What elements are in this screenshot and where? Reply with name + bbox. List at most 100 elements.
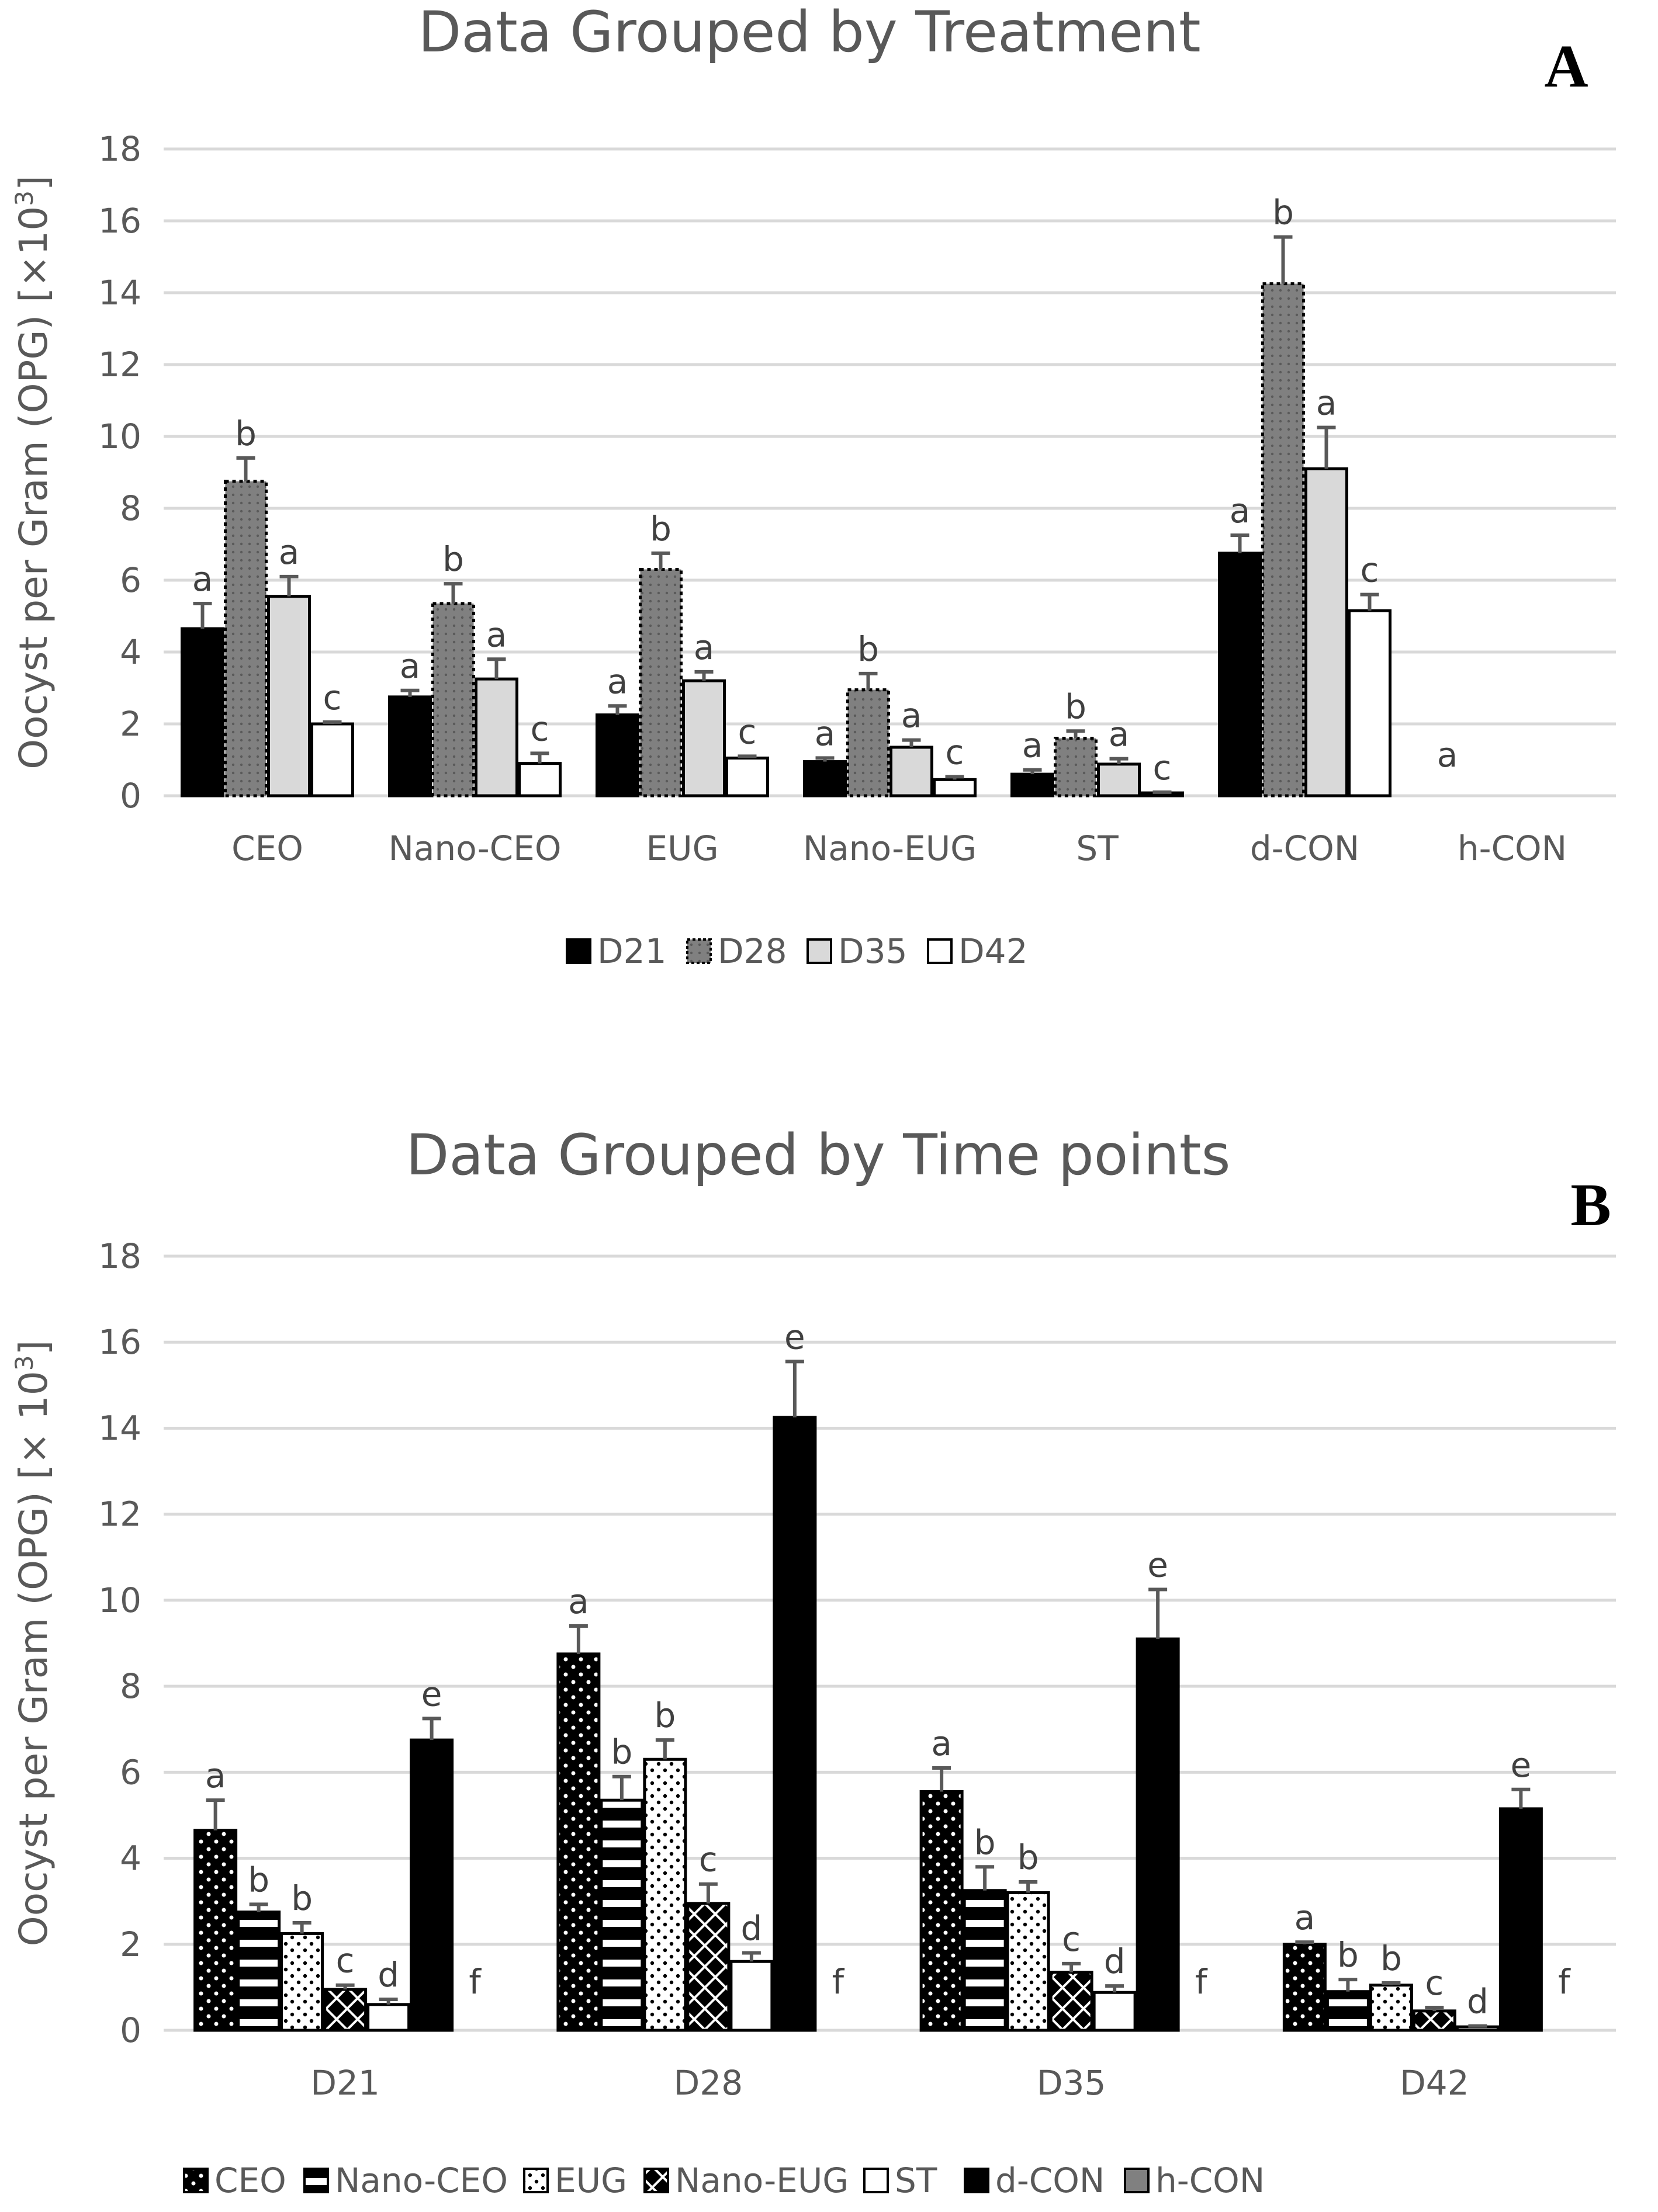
bar (193, 1829, 238, 2032)
bar (1218, 552, 1262, 798)
bar (1136, 1637, 1180, 2032)
significance-letter: a (1316, 383, 1337, 423)
significance-letter: a (279, 532, 300, 572)
significance-letter: c (699, 1840, 718, 1880)
bar (1010, 772, 1054, 798)
bar (431, 602, 475, 798)
bar (963, 1889, 1007, 2032)
bar (388, 695, 432, 798)
legend-label: D35 (838, 931, 907, 971)
y-axis-label: Oocyst per Gram (OPG) [×103] (10, 175, 57, 769)
significance-letter: c (323, 678, 342, 717)
significance-letter: a (1294, 1898, 1316, 1937)
bar (725, 756, 769, 798)
significance-letter: b (442, 539, 464, 579)
legend-swatch (183, 2168, 209, 2193)
significance-letter: a (568, 1582, 589, 1621)
y-tick-label: 6 (120, 1752, 141, 1792)
significance-letter: a (1230, 491, 1251, 531)
bar (323, 1988, 368, 2032)
bar (1412, 2009, 1456, 2032)
significance-letter: b (857, 629, 879, 669)
bar (310, 722, 354, 798)
y-tick-label: 14 (98, 1408, 141, 1448)
significance-letter: a (901, 696, 922, 736)
y-tick-label: 0 (120, 776, 141, 816)
significance-letter: a (192, 559, 213, 599)
legend-label: Nano-EUG (675, 2161, 849, 2200)
significance-letter: a (205, 1756, 226, 1795)
legend-label: D21 (597, 931, 666, 971)
significance-letter: a (400, 646, 421, 686)
significance-letter: a (694, 627, 715, 667)
bar (729, 1960, 774, 2032)
x-tick-label: ST (1076, 828, 1119, 868)
y-tick-label: 16 (98, 201, 141, 241)
legend: CEO Nano-CEO EUG Nano-EUG ST d-CON h-CON (183, 2161, 1265, 2200)
bar (1054, 737, 1098, 798)
significance-letter: c (1153, 748, 1172, 788)
x-tick-label: D35 (1037, 2063, 1106, 2103)
significance-letter: e (421, 1674, 442, 1714)
significance-letter: c (946, 732, 964, 772)
legend-label: EUG (555, 2161, 627, 2200)
bar (639, 568, 683, 798)
significance-letter: b (611, 1732, 632, 1772)
bar (181, 627, 224, 798)
legend-label: D42 (958, 931, 1027, 971)
bar (267, 595, 311, 798)
bar (773, 1416, 817, 2032)
x-tick-label: EUG (646, 828, 718, 868)
legend-label: D28 (718, 931, 787, 971)
significance-letter: b (654, 1696, 676, 1735)
significance-letter: c (1425, 1963, 1444, 2003)
bar (682, 679, 726, 798)
legend-swatch (964, 2168, 989, 2193)
significance-letter: b (974, 1822, 996, 1862)
significance-letter: c (738, 712, 757, 751)
bar (1092, 1991, 1137, 2032)
significance-letter: e (1147, 1545, 1168, 1585)
significance-letter: b (1017, 1837, 1039, 1877)
y-tick-label: 10 (98, 417, 141, 456)
bar (1348, 609, 1392, 798)
significance-letter: d (1467, 1982, 1489, 2022)
significance-letter: d (740, 1909, 762, 1948)
legend-swatch (643, 2168, 669, 2193)
bar (1261, 282, 1305, 798)
legend-swatch (686, 938, 712, 964)
y-tick-label: 8 (120, 488, 141, 528)
x-tick-label: d-CON (1250, 828, 1359, 868)
legend-label: Nano-CEO (335, 2161, 508, 2200)
legend-swatch (863, 2168, 889, 2193)
bar (1304, 467, 1348, 798)
bar (643, 1757, 687, 2032)
y-tick-label: 14 (98, 273, 141, 313)
bar (1097, 762, 1141, 798)
legend-label: ST (895, 2161, 937, 2200)
bar (224, 480, 268, 798)
bar (410, 1738, 454, 2032)
significance-letter: a (486, 615, 507, 654)
bar (846, 688, 890, 798)
significance-letter: b (248, 1860, 269, 1899)
legend-swatch (523, 2168, 549, 2193)
significance-letter: c (1361, 550, 1379, 590)
bar (1049, 1971, 1093, 2032)
x-tick-label: Nano-EUG (803, 828, 977, 868)
bar (686, 1902, 731, 2032)
bar (1282, 1943, 1327, 2032)
significance-letter: b (1065, 687, 1086, 726)
legend-swatch (927, 938, 953, 964)
legend-swatch (566, 938, 591, 964)
bar (366, 2003, 411, 2032)
bar (280, 1932, 324, 2032)
y-tick-label: 12 (98, 1495, 141, 1534)
y-tick-label: 4 (120, 632, 141, 672)
y-tick-label: 16 (98, 1322, 141, 1362)
significance-letter: d (378, 1955, 399, 1995)
legend-label: d-CON (995, 2161, 1105, 2200)
significance-letter: e (784, 1317, 805, 1357)
significance-letter: b (1380, 1939, 1402, 1978)
